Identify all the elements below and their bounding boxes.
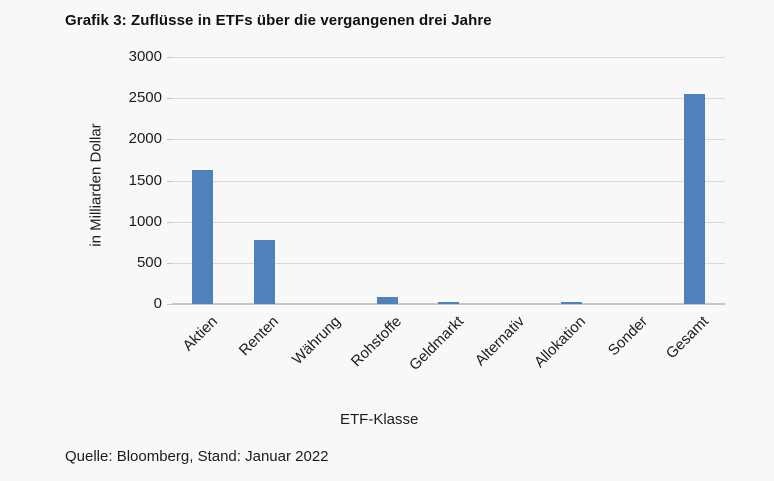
gridline [172, 98, 725, 100]
gridline [172, 262, 725, 264]
gridline [172, 57, 725, 58]
chart-title: Grafik 3: Zuflüsse in ETFs über die verg… [65, 12, 492, 29]
plot-area [172, 57, 725, 305]
bar-allokation [560, 301, 582, 304]
y-tick-mark [167, 221, 173, 223]
x-category-label: Aktien [179, 313, 221, 355]
y-tick-label: 3000 [128, 48, 162, 65]
bar-gesamt [683, 94, 705, 304]
y-tick-mark [167, 262, 173, 264]
bar-renten [253, 239, 275, 304]
x-category-label: Allokation [531, 313, 590, 372]
y-tick-label: 500 [136, 253, 162, 271]
source-note: Quelle: Bloomberg, Stand: Januar 2022 [65, 448, 329, 465]
x-category-label: Renten [235, 313, 283, 360]
y-tick-label: 2500 [128, 89, 162, 107]
y-tick-mark [167, 139, 173, 141]
y-tick-label: 1500 [128, 171, 162, 189]
y-tick-mark [167, 57, 173, 58]
x-category-label: Alternativ [471, 313, 528, 370]
y-tick-label: 2000 [128, 130, 162, 148]
bar-aktien [192, 169, 214, 304]
x-category-label: Gesamt [663, 313, 713, 363]
x-category-label: Sonder [604, 313, 651, 360]
x-axis-line [172, 303, 725, 305]
x-category-label: Währung [288, 313, 344, 369]
gridline [172, 139, 725, 141]
bar-geldmarkt [438, 301, 459, 304]
gridline [172, 180, 725, 182]
y-tick-mark [167, 304, 173, 305]
y-tick-label: 1000 [128, 212, 162, 230]
y-tick-mark [167, 98, 173, 100]
gridline [172, 221, 725, 223]
y-tick-label: 0 [153, 295, 162, 312]
x-axis-title: ETF-Klasse [340, 411, 419, 428]
y-tick-mark [167, 180, 173, 182]
bar-rohstoffe [376, 296, 398, 304]
